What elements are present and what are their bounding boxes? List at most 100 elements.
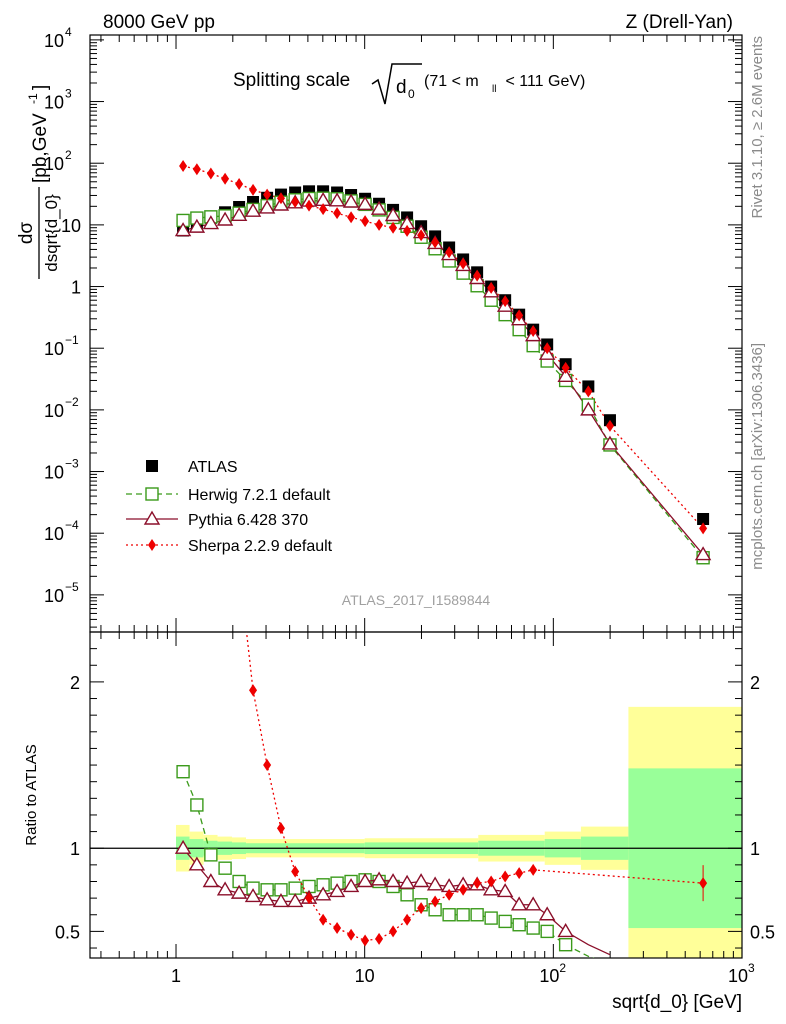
ratio-point-herwig-24 bbox=[512, 918, 526, 932]
main-point-sherpa-13 bbox=[361, 215, 370, 228]
main-point-sherpa-17 bbox=[417, 229, 426, 242]
legend-label-sherpa: Sherpa 2.2.9 default bbox=[188, 538, 333, 555]
main-point-sherpa-16 bbox=[403, 224, 412, 237]
ratio-y-tick-label-right-1: 1 bbox=[750, 839, 760, 859]
ratio-point-pythia-12 bbox=[342, 878, 360, 893]
ratio-point-sherpa-9 bbox=[361, 934, 370, 947]
ratio-point-sherpa-6 bbox=[319, 913, 328, 926]
main-y-tick-label-sup-1: −4 bbox=[65, 518, 79, 532]
ratio-y-tick-label-2: 2 bbox=[70, 673, 80, 693]
x-tick-label-2: 10 bbox=[539, 966, 559, 986]
main-point-pythia-5 bbox=[244, 202, 262, 217]
ratio-y-tick-label-0: 0.5 bbox=[55, 922, 80, 942]
main-line-sherpa bbox=[182, 165, 704, 529]
main-point-sherpa-22 bbox=[487, 281, 496, 294]
ratio-point-sherpa-14 bbox=[431, 895, 440, 908]
main-point-pythia-29 bbox=[601, 435, 619, 450]
ratio-y-title: Ratio to ATLAS bbox=[23, 744, 40, 845]
main-point-sherpa-18 bbox=[431, 236, 440, 249]
main-point-sherpa-5 bbox=[249, 183, 258, 196]
main-point-sherpa-11 bbox=[333, 207, 342, 220]
main-point-pythia-13 bbox=[356, 195, 374, 211]
ratio-frame bbox=[89, 631, 743, 959]
main-y-tick-label-2: 10 bbox=[44, 463, 64, 483]
ratio-point-sherpa-3 bbox=[276, 822, 285, 835]
main-y-tick-label-sup-4: −1 bbox=[65, 333, 79, 347]
main-point-pythia-1 bbox=[188, 218, 206, 233]
ratio-point-pythia-6 bbox=[258, 891, 276, 906]
main-point-pythia-28 bbox=[580, 401, 597, 416]
main-series-group bbox=[174, 160, 712, 565]
ratio-point-herwig-19 bbox=[442, 908, 456, 922]
title-prefix: Splitting scale bbox=[233, 70, 350, 91]
ratio-point-pythia-24 bbox=[510, 896, 528, 911]
side-label-rivet: Rivet 3.1.10, ≥ 2.6M events bbox=[749, 36, 766, 219]
main-y-tick-label-8: 10 bbox=[44, 93, 64, 113]
main-y-tick-label-3: 10 bbox=[44, 401, 64, 421]
main-point-sherpa-1 bbox=[192, 163, 201, 176]
ratio-point-pythia-13 bbox=[356, 873, 374, 888]
ratio-point-pythia-11 bbox=[328, 883, 346, 898]
ratio-point-herwig-23 bbox=[498, 914, 512, 929]
title-cut-open: (71 < m bbox=[424, 73, 479, 90]
main-y-tick-label-sup-9: 4 bbox=[65, 25, 72, 39]
main-point-sherpa-14 bbox=[375, 218, 384, 231]
main-point-sherpa-28 bbox=[584, 385, 593, 398]
ratio-y-tick-label-right-2: 2 bbox=[750, 673, 760, 693]
ratio-point-pythia-17 bbox=[412, 873, 430, 888]
y-title-unit: [pb,GeV bbox=[30, 113, 51, 183]
ratio-y-tick-label-right-0: 0.5 bbox=[750, 922, 775, 942]
main-point-sherpa-29 bbox=[605, 419, 614, 432]
main-y-tick-label-sup-8: 3 bbox=[65, 87, 72, 101]
legend-label-atlas: ATLAS bbox=[188, 459, 238, 476]
ratio-axes: 1 10 10 2 10 30.5 0.51 12 2 bbox=[55, 631, 775, 986]
ratio-point-pythia-25 bbox=[524, 896, 542, 911]
title-variable-sub: 0 bbox=[408, 87, 415, 101]
ratio-point-herwig-20 bbox=[456, 908, 470, 922]
y-title-unit-exp: -1 bbox=[26, 93, 40, 104]
main-y-tick-label-4: 10 bbox=[44, 339, 64, 359]
ratio-point-sherpa-15 bbox=[445, 888, 454, 901]
main-point-sherpa-27 bbox=[561, 361, 570, 374]
legend-label-herwig: Herwig 7.2.1 default bbox=[188, 487, 331, 504]
main-y-tick-label-sup-3: −2 bbox=[65, 395, 79, 409]
ratio-point-pythia-14 bbox=[370, 871, 388, 886]
main-point-herwig-25 bbox=[526, 338, 540, 353]
main-point-pythia-11 bbox=[328, 192, 346, 207]
main-y-tick-label-sup-0: −5 bbox=[65, 580, 79, 594]
side-label-mcplots: mcplots.cern.ch [arXiv:1306.3436] bbox=[749, 343, 766, 570]
ratio-point-pythia-26 bbox=[538, 906, 556, 921]
title-variable: d bbox=[396, 77, 407, 98]
main-y-tick-label-0: 10 bbox=[44, 586, 64, 606]
ratio-point-pythia-18 bbox=[426, 876, 444, 891]
main-point-sherpa-23 bbox=[501, 295, 510, 308]
main-point-sherpa-10 bbox=[319, 203, 328, 216]
ratio-point-sherpa-20 bbox=[515, 867, 524, 880]
ratio-point-herwig-2 bbox=[204, 848, 218, 862]
top-right-label: Z (Drell-Yan) bbox=[626, 12, 733, 33]
x-axis-title: sqrt{d_0} [GeV] bbox=[612, 992, 742, 1013]
main-point-pythia-4 bbox=[230, 206, 248, 222]
ratio-series-group bbox=[174, 632, 708, 958]
y-title-unit-close: ] bbox=[30, 85, 51, 90]
main-point-sherpa-26 bbox=[543, 342, 552, 355]
ratio-point-sherpa-12 bbox=[403, 913, 412, 926]
main-point-sherpa-12 bbox=[347, 211, 356, 224]
ratio-point-herwig-26 bbox=[540, 924, 554, 939]
main-point-atlas-30 bbox=[697, 512, 710, 525]
ratio-point-sherpa-1 bbox=[249, 684, 258, 697]
ratio-point-pythia-15 bbox=[384, 873, 402, 888]
ratio-point-sherpa-8 bbox=[347, 928, 356, 941]
main-y-tick-label-sup-7: 2 bbox=[65, 148, 72, 162]
ratio-point-sherpa-7 bbox=[333, 922, 342, 935]
legend: ATLAS Herwig 7.2.1 default Pythia 6.428 37… bbox=[126, 459, 333, 555]
legend-marker-herwig bbox=[145, 487, 159, 501]
ratio-point-herwig-21 bbox=[470, 908, 484, 922]
main-point-sherpa-8 bbox=[291, 195, 300, 208]
ratio-point-pythia-16 bbox=[398, 874, 416, 889]
ratio-point-sherpa-18 bbox=[487, 875, 496, 888]
main-point-sherpa-2 bbox=[206, 167, 215, 180]
main-point-sherpa-15 bbox=[389, 221, 398, 234]
main-point-sherpa-25 bbox=[529, 325, 538, 338]
main-title: Splitting scale d 0 (71 < m ll < 111 GeV… bbox=[233, 63, 585, 105]
